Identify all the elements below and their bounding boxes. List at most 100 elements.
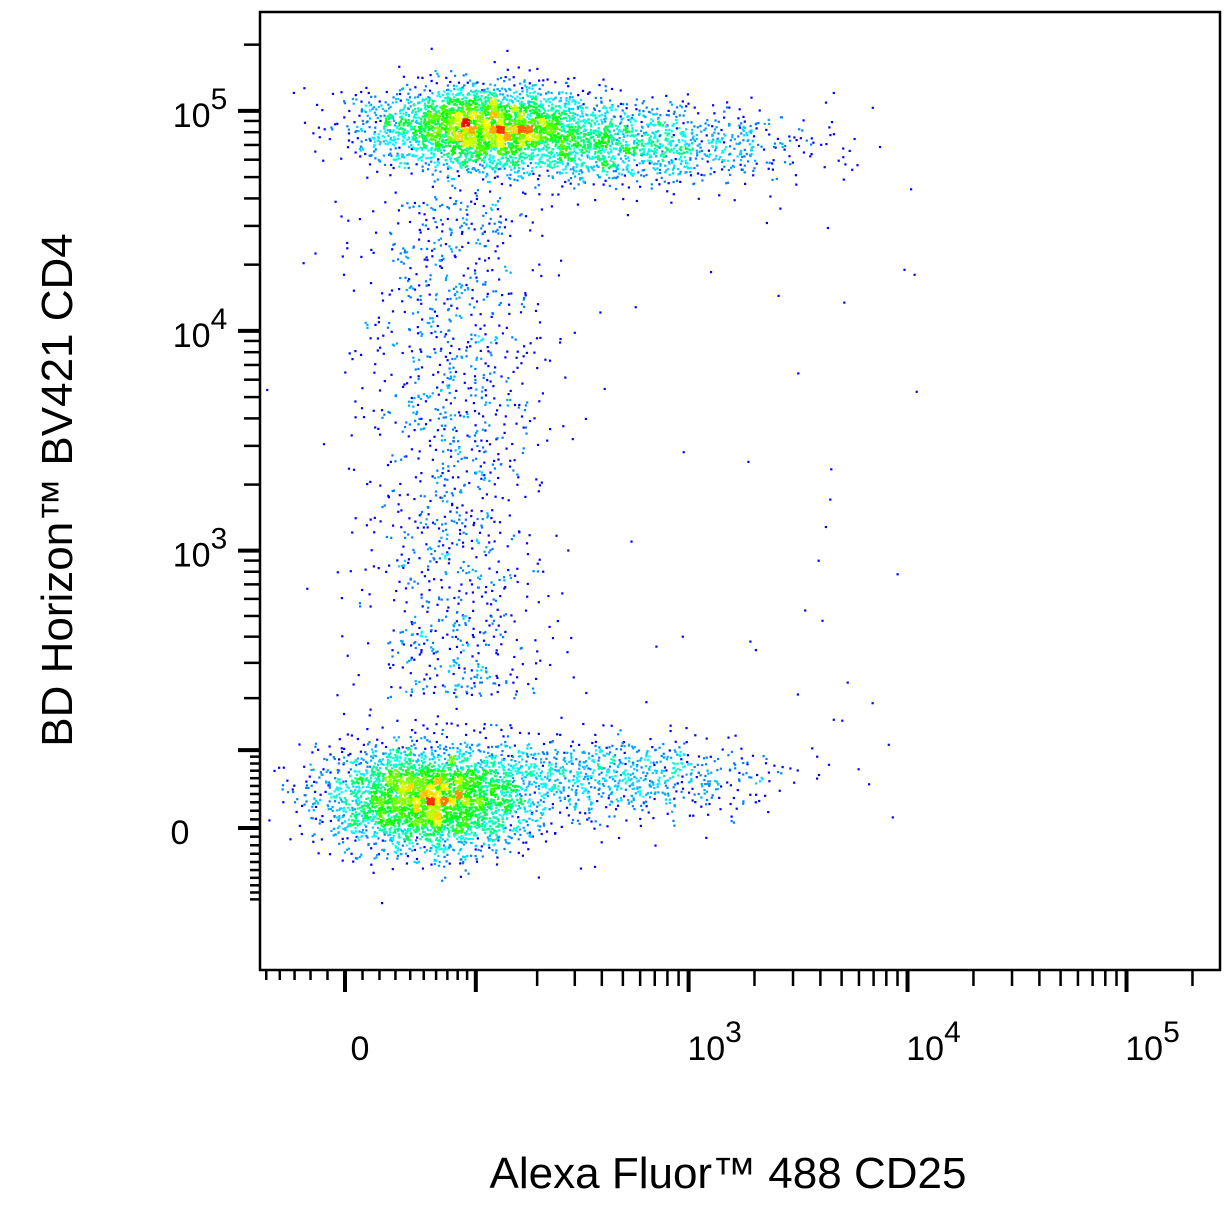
event-dot bbox=[443, 428, 446, 431]
event-dot bbox=[381, 742, 384, 745]
event-dot bbox=[554, 769, 557, 772]
event-dot bbox=[614, 148, 617, 151]
event-dot bbox=[617, 733, 620, 736]
event-dot bbox=[420, 531, 423, 534]
event-dot bbox=[896, 573, 899, 576]
event-dot bbox=[518, 97, 522, 100]
event-dot bbox=[389, 130, 392, 133]
event-dot bbox=[372, 815, 375, 819]
event-dot bbox=[475, 768, 478, 771]
event-dot bbox=[443, 494, 446, 497]
event-dot bbox=[459, 838, 462, 841]
event-dot bbox=[344, 810, 347, 813]
event-dot bbox=[538, 558, 541, 561]
event-dot bbox=[802, 119, 805, 122]
event-dot bbox=[548, 761, 551, 764]
event-dot bbox=[498, 324, 501, 327]
event-dot bbox=[516, 567, 519, 570]
event-dot bbox=[416, 326, 419, 329]
event-dot bbox=[601, 121, 604, 124]
event-dot bbox=[522, 191, 525, 194]
event-dot bbox=[419, 146, 422, 149]
event-dot bbox=[393, 759, 397, 762]
event-dot bbox=[439, 170, 442, 173]
event-dot bbox=[542, 108, 546, 111]
event-dot bbox=[309, 763, 312, 766]
event-dot bbox=[436, 178, 439, 181]
event-dot bbox=[455, 429, 458, 433]
event-dot bbox=[505, 269, 508, 272]
event-dot bbox=[718, 158, 721, 161]
event-dot bbox=[369, 337, 372, 340]
event-dot bbox=[464, 154, 467, 157]
event-dot bbox=[443, 90, 446, 93]
event-dot bbox=[343, 100, 346, 103]
event-dot bbox=[712, 138, 715, 141]
event-dot bbox=[604, 179, 607, 182]
event-dot bbox=[493, 520, 496, 523]
event-dot bbox=[375, 744, 378, 747]
event-dot bbox=[665, 94, 668, 97]
event-dot bbox=[411, 633, 415, 636]
event-dot bbox=[578, 779, 581, 782]
event-dot bbox=[517, 169, 520, 172]
event-dot bbox=[340, 747, 343, 750]
event-dot bbox=[568, 120, 571, 123]
event-dot bbox=[583, 790, 586, 793]
event-dot bbox=[472, 524, 475, 527]
event-dot bbox=[514, 770, 517, 773]
event-dot bbox=[697, 755, 701, 758]
event-dot bbox=[518, 793, 521, 796]
event-dot bbox=[757, 121, 760, 125]
event-dot bbox=[448, 329, 451, 332]
event-dot bbox=[460, 232, 464, 235]
event-dot bbox=[602, 155, 605, 158]
event-dot bbox=[746, 761, 749, 764]
event-dot bbox=[460, 166, 463, 169]
event-dot bbox=[446, 691, 449, 694]
event-dot bbox=[694, 157, 697, 160]
event-dot bbox=[488, 160, 491, 163]
event-dot bbox=[399, 99, 402, 102]
event-dot bbox=[477, 825, 480, 829]
event-dot bbox=[669, 101, 672, 104]
event-dot bbox=[510, 807, 513, 810]
event-dot bbox=[485, 764, 488, 767]
event-dot bbox=[366, 120, 369, 123]
event-dot bbox=[615, 177, 618, 180]
event-dot bbox=[482, 298, 485, 301]
event-dot bbox=[746, 763, 749, 766]
event-dot bbox=[466, 267, 470, 270]
event-dot bbox=[497, 158, 500, 161]
event-dot bbox=[532, 154, 535, 158]
event-dot bbox=[374, 750, 377, 753]
event-dot bbox=[511, 780, 515, 784]
event-dot bbox=[433, 757, 436, 760]
event-dot bbox=[668, 749, 671, 752]
event-dot bbox=[399, 482, 402, 485]
event-dot bbox=[354, 151, 357, 154]
event-dot bbox=[460, 583, 463, 586]
event-dot bbox=[343, 819, 347, 823]
event-dot bbox=[531, 774, 534, 777]
event-dot bbox=[624, 144, 627, 147]
event-dot bbox=[708, 783, 711, 786]
event-dot bbox=[784, 161, 787, 164]
event-dot bbox=[647, 767, 650, 770]
event-dot bbox=[325, 781, 328, 784]
event-dot bbox=[352, 683, 355, 686]
event-dot bbox=[729, 173, 732, 176]
event-dot bbox=[500, 101, 503, 104]
event-dot bbox=[533, 791, 536, 794]
event-dot bbox=[459, 848, 462, 851]
event-dot bbox=[444, 690, 448, 693]
event-dot bbox=[667, 143, 670, 146]
event-dot bbox=[367, 790, 370, 793]
event-dot bbox=[467, 168, 470, 171]
event-dot bbox=[372, 251, 375, 254]
event-dot bbox=[533, 763, 536, 766]
event-dot bbox=[621, 160, 624, 163]
event-dot bbox=[414, 476, 417, 479]
event-dot bbox=[407, 279, 410, 283]
event-dot bbox=[343, 756, 346, 759]
